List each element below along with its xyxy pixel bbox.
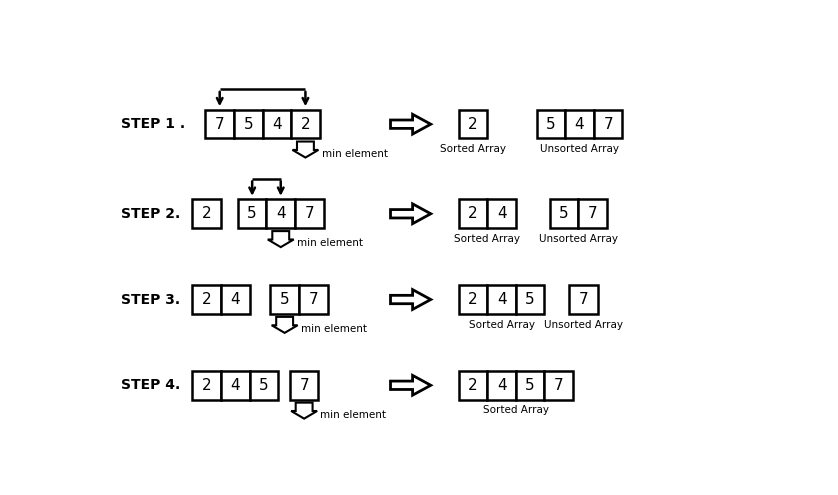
Bar <box>536 110 565 139</box>
Polygon shape <box>391 204 431 224</box>
Bar <box>221 285 250 314</box>
Text: 4: 4 <box>497 292 506 307</box>
Bar <box>578 199 607 228</box>
Polygon shape <box>291 402 317 419</box>
Text: Sorted Array: Sorted Array <box>440 144 506 154</box>
Text: Unsorted Array: Unsorted Array <box>539 234 618 244</box>
Text: 7: 7 <box>215 117 225 132</box>
Bar <box>193 285 221 314</box>
Bar <box>487 371 516 399</box>
Text: 7: 7 <box>299 378 309 393</box>
Text: 4: 4 <box>497 206 506 221</box>
Polygon shape <box>292 142 318 157</box>
Text: STEP 1 .: STEP 1 . <box>121 117 185 131</box>
Bar <box>569 285 597 314</box>
Bar <box>271 285 299 314</box>
Text: 5: 5 <box>247 206 257 221</box>
Bar <box>262 110 291 139</box>
Text: min element: min element <box>301 324 367 334</box>
Text: 4: 4 <box>230 378 241 393</box>
Bar <box>250 371 278 399</box>
Bar <box>193 199 221 228</box>
Bar <box>458 285 487 314</box>
Bar <box>565 110 594 139</box>
Text: 5: 5 <box>280 292 289 307</box>
Text: min element: min element <box>322 148 388 159</box>
Bar <box>290 371 318 399</box>
Text: 4: 4 <box>575 117 584 132</box>
Text: min element: min element <box>297 238 363 248</box>
Text: 2: 2 <box>468 378 478 393</box>
Bar <box>458 371 487 399</box>
Text: 7: 7 <box>603 117 613 132</box>
Bar <box>545 371 573 399</box>
Bar <box>516 371 545 399</box>
Bar <box>516 285 545 314</box>
Bar <box>221 371 250 399</box>
Bar <box>550 199 578 228</box>
Text: 4: 4 <box>497 378 506 393</box>
Bar <box>458 110 487 139</box>
Bar <box>458 199 487 228</box>
Bar <box>295 199 323 228</box>
Text: 2: 2 <box>468 292 478 307</box>
Text: Sorted Array: Sorted Array <box>454 234 520 244</box>
Text: Sorted Array: Sorted Array <box>483 405 549 415</box>
Polygon shape <box>391 375 431 395</box>
Text: Sorted Array: Sorted Array <box>468 320 535 330</box>
Text: 5: 5 <box>525 292 535 307</box>
Text: 7: 7 <box>587 206 597 221</box>
Bar <box>205 110 234 139</box>
Text: 2: 2 <box>301 117 310 132</box>
Text: 5: 5 <box>559 206 569 221</box>
Text: STEP 3.: STEP 3. <box>121 293 180 306</box>
Text: 4: 4 <box>230 292 241 307</box>
Text: 5: 5 <box>525 378 535 393</box>
Bar <box>594 110 623 139</box>
Text: 7: 7 <box>304 206 314 221</box>
Polygon shape <box>391 290 431 309</box>
Text: 2: 2 <box>202 206 211 221</box>
Polygon shape <box>391 114 431 134</box>
Text: Unsorted Array: Unsorted Array <box>544 320 623 330</box>
Bar <box>299 285 328 314</box>
Text: 2: 2 <box>468 206 478 221</box>
Text: STEP 4.: STEP 4. <box>121 378 180 392</box>
Polygon shape <box>272 317 297 333</box>
Text: 7: 7 <box>578 292 588 307</box>
Bar <box>487 285 516 314</box>
Text: 2: 2 <box>468 117 478 132</box>
Bar <box>238 199 266 228</box>
Bar <box>266 199 295 228</box>
Text: 4: 4 <box>272 117 282 132</box>
Text: 7: 7 <box>308 292 318 307</box>
Text: 5: 5 <box>546 117 556 132</box>
Bar <box>291 110 320 139</box>
Text: 2: 2 <box>202 378 211 393</box>
Text: 2: 2 <box>202 292 211 307</box>
Text: 5: 5 <box>244 117 253 132</box>
Bar <box>193 371 221 399</box>
Text: 7: 7 <box>554 378 563 393</box>
Text: 5: 5 <box>259 378 269 393</box>
Text: 4: 4 <box>276 206 286 221</box>
Text: STEP 2.: STEP 2. <box>121 207 180 221</box>
Text: min element: min element <box>320 410 386 420</box>
Bar <box>487 199 516 228</box>
Text: Unsorted Array: Unsorted Array <box>540 144 619 154</box>
Bar <box>234 110 262 139</box>
Polygon shape <box>268 231 294 247</box>
